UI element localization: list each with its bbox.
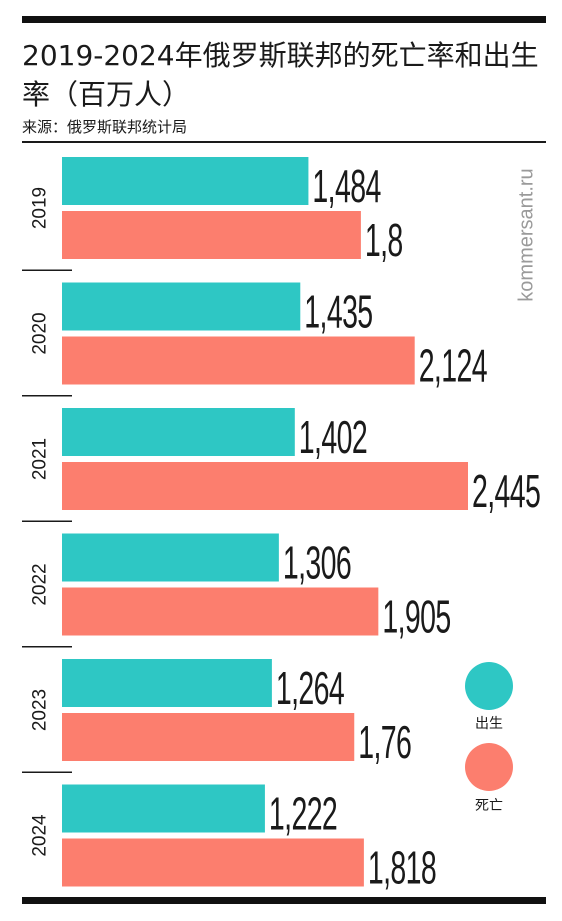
top-rule	[22, 16, 546, 23]
group-separator	[22, 395, 72, 397]
deaths-value-label: 1,8	[365, 215, 403, 267]
births-bar	[62, 784, 265, 833]
year-label: 2023	[30, 689, 51, 731]
group-separator	[22, 520, 72, 522]
births-value-label: 1,402	[299, 412, 367, 464]
births-value-label: 1,484	[312, 161, 381, 213]
births-bar	[62, 533, 279, 582]
legend-births-label: 出生	[475, 716, 503, 732]
group-separator	[22, 269, 72, 271]
legend-deaths-label: 死亡	[475, 798, 503, 814]
deaths-value-label: 1,905	[382, 592, 450, 644]
deaths-value-label: 1,76	[358, 717, 411, 769]
births-bar	[62, 282, 301, 331]
header-divider	[22, 141, 546, 143]
births-value-label: 1,222	[269, 789, 337, 841]
deaths-value-label: 2,445	[472, 466, 540, 518]
group-separator	[22, 646, 72, 648]
deaths-bar	[62, 713, 355, 761]
births-value-label: 1,435	[304, 287, 372, 339]
deaths-bar	[62, 462, 468, 510]
deaths-value-label: 2,124	[419, 341, 488, 393]
deaths-bar	[62, 211, 361, 259]
births-bar	[62, 157, 309, 205]
year-label: 2024	[30, 814, 51, 857]
year-label: 2021	[30, 438, 51, 480]
group-separator	[22, 771, 72, 773]
legend-births-swatch	[465, 662, 513, 710]
deaths-bar	[62, 336, 415, 385]
births-bar	[62, 408, 295, 456]
births-value-label: 1,264	[276, 663, 345, 715]
deaths-bar	[62, 587, 379, 636]
deaths-bar	[62, 838, 364, 887]
births-bar	[62, 659, 272, 707]
bottom-rule	[22, 897, 546, 904]
year-label: 2022	[30, 563, 51, 605]
births-value-label: 1,306	[283, 538, 351, 590]
watermark: kommersant.ru	[515, 168, 538, 302]
deaths-value-label: 1,818	[368, 843, 436, 895]
year-label: 2020	[30, 312, 51, 354]
year-label: 2019	[30, 187, 51, 229]
legend-deaths-swatch	[465, 743, 513, 791]
source-note: 来源：俄罗斯联邦统计局	[22, 118, 188, 136]
chart-title: 2019-2024年俄罗斯联邦的死亡率和出生率（百万人）	[22, 39, 539, 111]
